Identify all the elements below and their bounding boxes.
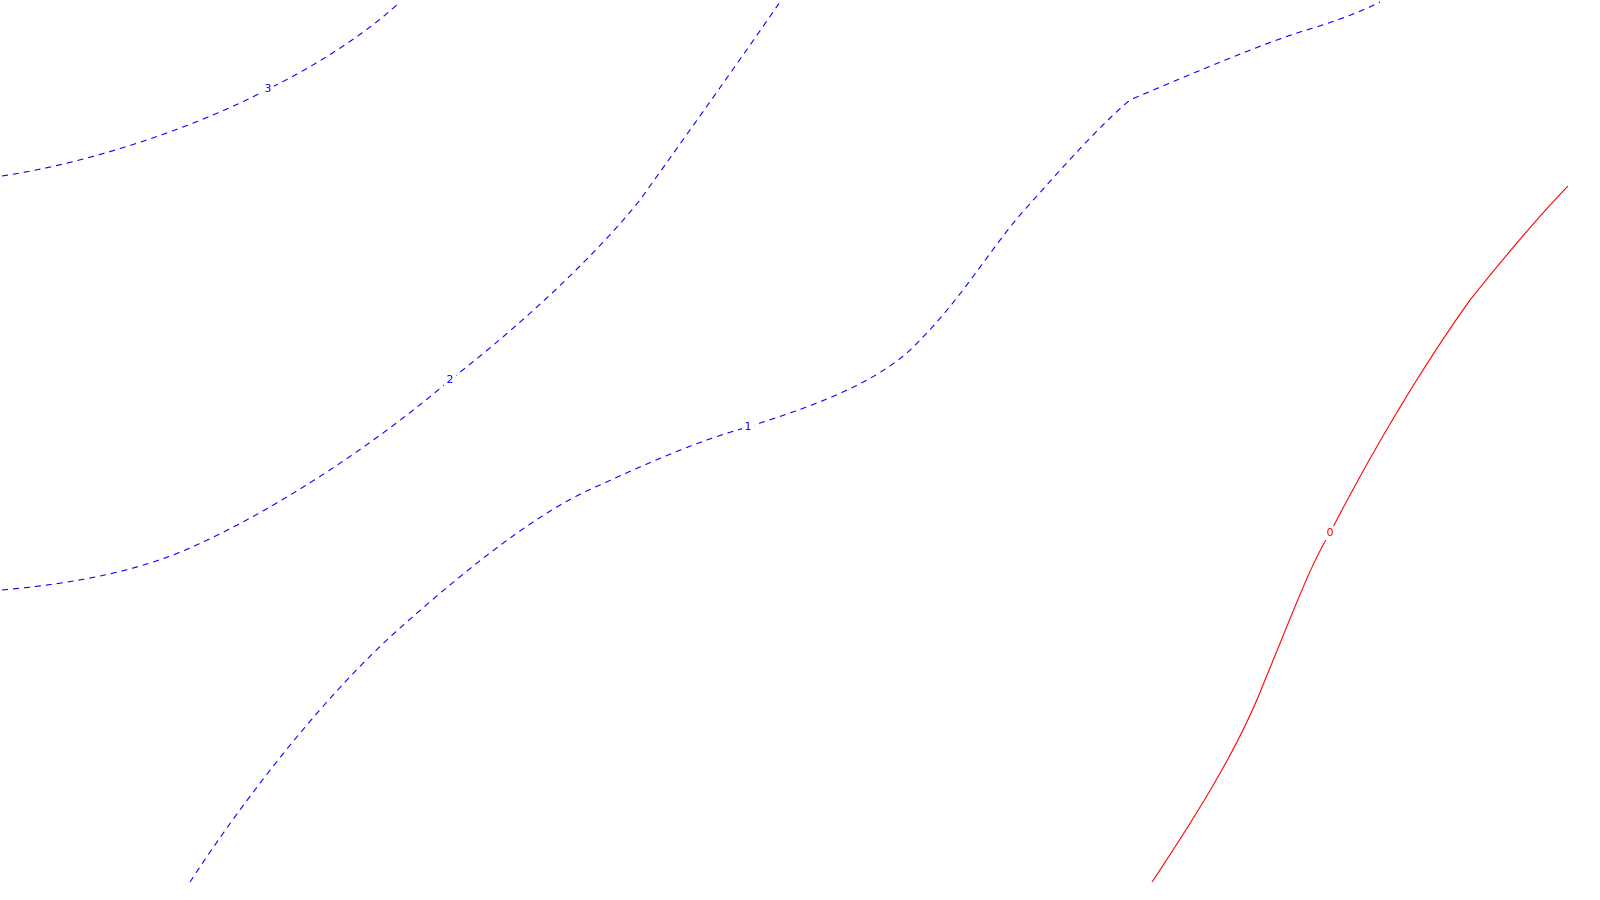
contour-label-1: 1 bbox=[745, 420, 752, 433]
contour-label-0: 0 bbox=[1327, 526, 1334, 539]
contour-line-level-3 bbox=[1, 1, 401, 177]
contour-line-level-1 bbox=[189, 1, 1381, 883]
contour-label-3: 3 bbox=[265, 82, 272, 95]
contour-line-level-2 bbox=[1, 1, 781, 591]
contour-level-2: 2 bbox=[1, 1, 781, 591]
contour-level-0: 0 bbox=[1151, 185, 1569, 883]
contour-level-3: 3 bbox=[1, 1, 401, 177]
contour-level-1: 1 bbox=[189, 1, 1381, 883]
contour-line-level-0 bbox=[1151, 185, 1569, 883]
contour-label-2: 2 bbox=[447, 373, 454, 386]
